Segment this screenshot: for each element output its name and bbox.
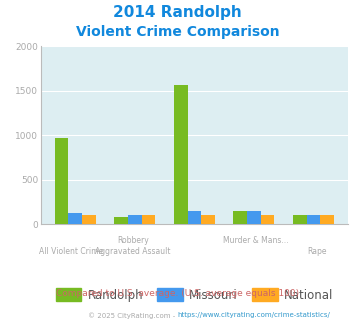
Bar bbox=[114, 217, 128, 224]
Text: https://www.cityrating.com/crime-statistics/: https://www.cityrating.com/crime-statist… bbox=[178, 312, 331, 318]
Text: Violent Crime Comparison: Violent Crime Comparison bbox=[76, 25, 279, 39]
Bar bbox=[128, 215, 142, 224]
Bar bbox=[307, 214, 320, 224]
Bar bbox=[320, 214, 334, 224]
Bar bbox=[201, 215, 215, 224]
Bar bbox=[174, 85, 187, 224]
Bar bbox=[261, 214, 274, 224]
Bar bbox=[247, 211, 261, 224]
Bar bbox=[233, 211, 247, 224]
Text: All Violent Crime: All Violent Crime bbox=[39, 248, 104, 256]
Bar bbox=[293, 215, 307, 224]
Text: Rape: Rape bbox=[307, 248, 327, 256]
Text: Robbery: Robbery bbox=[117, 236, 149, 245]
Bar bbox=[187, 212, 201, 224]
Text: © 2025 CityRating.com -: © 2025 CityRating.com - bbox=[88, 312, 178, 318]
Text: 2014 Randolph: 2014 Randolph bbox=[113, 5, 242, 20]
Bar bbox=[69, 213, 82, 224]
Bar bbox=[142, 214, 155, 224]
Text: Aggravated Assault: Aggravated Assault bbox=[95, 248, 171, 256]
Text: Murder & Mans...: Murder & Mans... bbox=[223, 236, 289, 245]
Legend: Randolph, Missouri, National: Randolph, Missouri, National bbox=[51, 284, 338, 307]
Bar bbox=[82, 214, 96, 224]
Bar bbox=[55, 138, 69, 224]
Text: Compared to U.S. average. (U.S. average equals 100): Compared to U.S. average. (U.S. average … bbox=[56, 289, 299, 298]
